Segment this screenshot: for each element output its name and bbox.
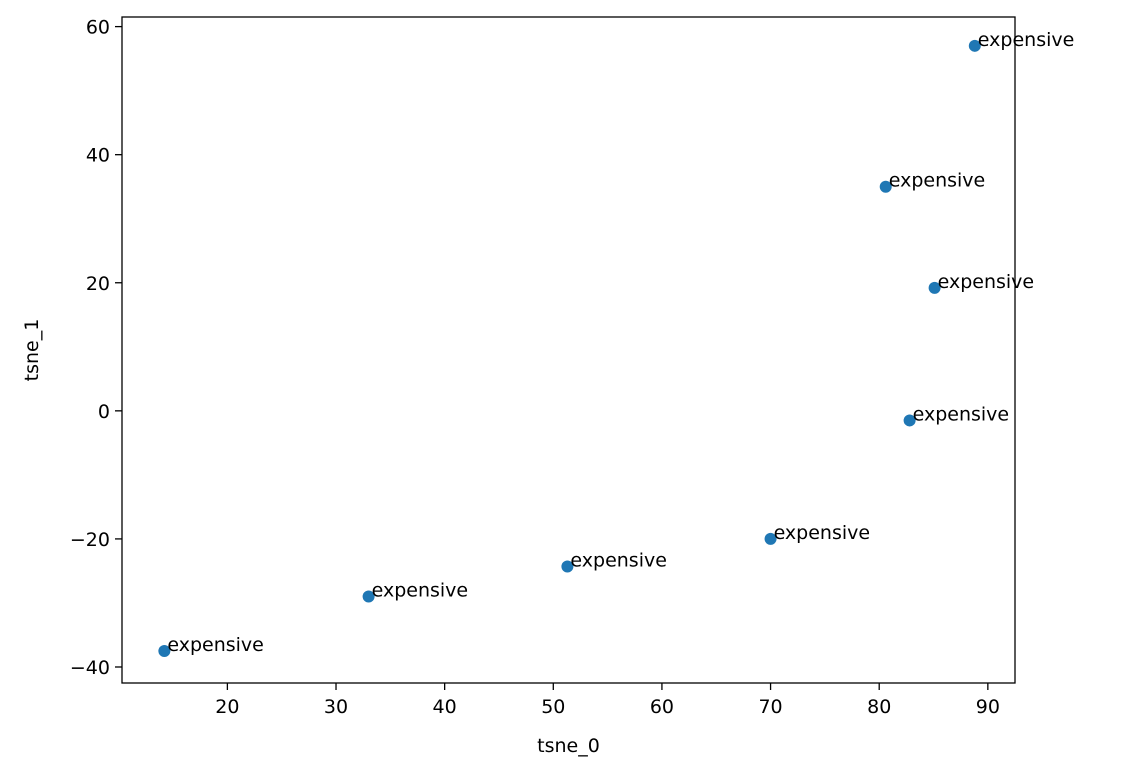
y-tick-label: 0 — [98, 401, 110, 423]
x-tick-label: 90 — [976, 696, 1000, 718]
x-tick-label: 50 — [541, 696, 565, 718]
data-point — [158, 644, 171, 657]
x-tick-label: 80 — [867, 696, 891, 718]
x-tick-label: 60 — [650, 696, 674, 718]
data-points: expensive expensive expensive expensive expe… — [158, 29, 1074, 657]
x-tick-label: 20 — [215, 696, 239, 718]
y-tick-label: 20 — [86, 273, 110, 295]
data-point-label: expensive — [978, 29, 1075, 51]
data-point-label: expensive — [913, 403, 1010, 425]
y-axis: −40 −20 0 20 40 60 — [70, 17, 122, 679]
y-axis-label: tsne_1 — [21, 319, 43, 382]
data-point — [903, 414, 916, 427]
data-point — [362, 590, 375, 603]
data-point-label: expensive — [889, 170, 986, 192]
x-tick-label: 30 — [324, 696, 348, 718]
data-point-label: expensive — [938, 271, 1035, 293]
data-point — [764, 532, 777, 545]
y-tick-label: 60 — [86, 17, 110, 39]
data-point-label: expensive — [167, 634, 264, 656]
x-tick-label: 70 — [758, 696, 782, 718]
y-tick-label: −20 — [70, 529, 110, 551]
data-point-label: expensive — [570, 549, 667, 571]
y-tick-label: −40 — [70, 657, 110, 679]
y-tick-label: 40 — [86, 145, 110, 167]
data-point — [879, 180, 892, 193]
x-axis: 20 30 40 50 60 70 80 90 — [215, 683, 1000, 718]
x-tick-label: 40 — [433, 696, 457, 718]
data-point — [561, 560, 574, 573]
data-point — [968, 39, 981, 52]
data-point — [928, 281, 941, 294]
data-point-label: expensive — [372, 580, 469, 602]
plot-area — [121, 16, 1016, 684]
data-point-label: expensive — [774, 522, 871, 544]
x-axis-label: tsne_0 — [537, 735, 600, 757]
